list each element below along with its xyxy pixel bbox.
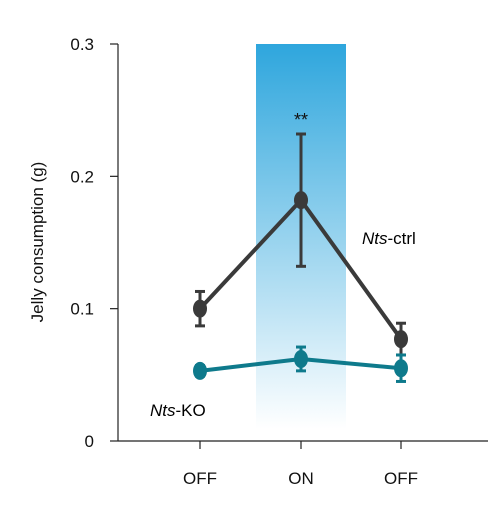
y-tick-label-3: 0.3 [70,35,94,54]
x-tick-label-1: ON [288,469,314,488]
series-1 [193,345,408,383]
series-0-point-1 [294,191,308,210]
x-tick-label-2: OFF [384,469,418,488]
series-label-ko: Nts-KO [150,401,206,420]
significance-marker-0: ** [294,110,308,130]
series-label-ctrl: Nts-ctrl [362,229,416,248]
series-0-point-2 [394,330,408,349]
series-1-point-1 [294,349,308,368]
series-label-ctrl-rest: -ctrl [388,229,416,248]
y-axis-title: Jelly consumption (g) [28,162,47,323]
series-1-point-0 [193,361,207,380]
y-tick-label-0: 0 [85,432,94,451]
series-label-ko-italic: Nts [150,401,176,420]
series-0-point-0 [193,299,207,318]
series-0 [193,132,408,357]
x-tick-label-0: OFF [183,469,217,488]
y-tick-label-2: 0.2 [70,167,94,186]
y-tick-label-1: 0.1 [70,300,94,319]
series-label-ko-rest: -KO [176,401,206,420]
series-label-ctrl-italic: Nts [362,229,388,248]
series-1-point-2 [394,359,408,378]
